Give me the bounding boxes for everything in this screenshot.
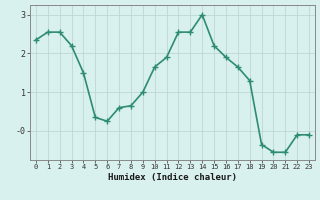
X-axis label: Humidex (Indice chaleur): Humidex (Indice chaleur): [108, 173, 237, 182]
